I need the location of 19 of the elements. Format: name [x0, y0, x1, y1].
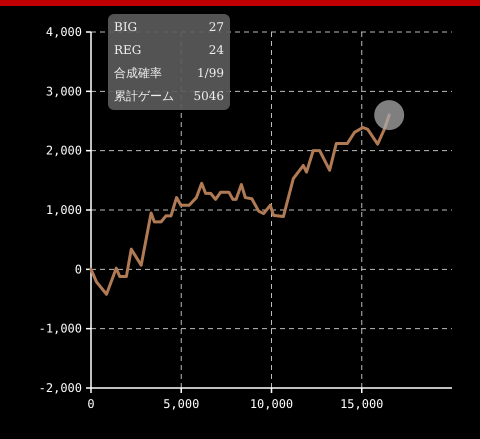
y-tick-label: 3,000 — [46, 84, 82, 98]
y-tick-label: 1,000 — [46, 203, 82, 217]
annotation: REG — [114, 43, 142, 57]
y-tick-label: 2,000 — [46, 144, 82, 158]
x-tick-label: 5,000 — [163, 397, 200, 411]
annotation: BIG — [114, 20, 138, 34]
x-tick-label: 15,000 — [340, 397, 384, 411]
y-tick-label: -2,000 — [38, 381, 82, 395]
annotation: 1/99 — [197, 66, 224, 80]
y-tick-label: 0 — [74, 262, 82, 276]
annotation: 合成確率 — [114, 66, 162, 80]
annotation: 5046 — [193, 89, 224, 103]
annotation: 27 — [208, 20, 224, 34]
annotation: 24 — [208, 43, 224, 57]
x-tick-label: 0 — [87, 397, 95, 411]
annotation: 累計ゲーム — [114, 89, 174, 103]
x-tick-label: 10,000 — [250, 397, 294, 411]
y-tick-label: -1,000 — [38, 322, 82, 336]
y-tick-label: 4,000 — [46, 25, 82, 39]
